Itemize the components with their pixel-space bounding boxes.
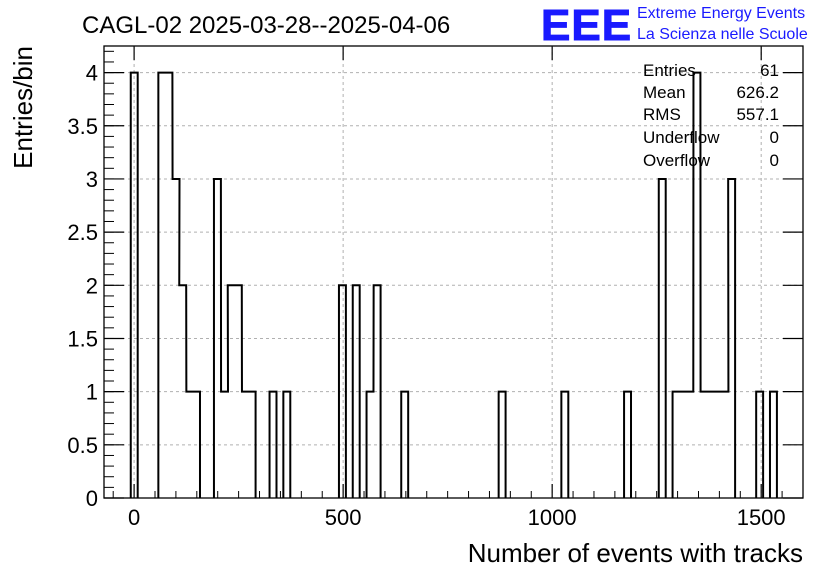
logo-line-1: Extreme Energy Events: [637, 5, 805, 22]
y-tick-label: 4: [86, 61, 98, 86]
logo-line-2: La Scienza nelle Scuole: [637, 26, 808, 43]
axis-ticks: 0 0.5 1 1.5 2 2.5 3 3.5 4 0 500 1000 1500: [67, 46, 804, 530]
grid-lines: [104, 46, 803, 498]
stats-underflow-label: Underflow: [643, 128, 720, 147]
y-tick-label: 2.5: [67, 220, 98, 245]
histogram-outline: [129, 71, 778, 498]
x-tick-label: 500: [325, 505, 362, 530]
y-axis-title: Entries/bin: [8, 46, 38, 169]
y-tick-label: 0: [86, 486, 98, 511]
x-tick-label: 0: [128, 505, 140, 530]
logo-mark: EEE: [541, 1, 632, 50]
stats-underflow-value: 0: [770, 128, 779, 147]
stats-overflow-label: Overflow: [643, 151, 711, 170]
stats-box: Entries 61 Mean 626.2 RMS 557.1 Underflo…: [643, 61, 779, 170]
plot-title: CAGL-02 2025-03-28--2025-04-06: [82, 12, 450, 39]
stats-entries-label: Entries: [643, 61, 696, 80]
stats-rms-label: RMS: [643, 105, 681, 124]
plot-frame: [103, 45, 804, 499]
x-tick-label: 1500: [737, 505, 786, 530]
y-tick-label: 0.5: [67, 433, 98, 458]
stats-mean-label: Mean: [643, 83, 686, 102]
eee-logo: EEE Extreme Energy Events La Scienza nel…: [541, 1, 808, 51]
stats-entries-value: 61: [760, 61, 779, 80]
y-tick-label: 3: [86, 167, 98, 192]
stats-mean-value: 626.2: [736, 83, 779, 102]
y-tick-label: 1: [86, 380, 98, 405]
stats-rms-value: 557.1: [736, 105, 779, 124]
y-tick-label: 1.5: [67, 326, 98, 351]
x-axis-title: Number of events with tracks: [468, 538, 803, 568]
stats-overflow-value: 0: [770, 151, 779, 170]
y-tick-label: 3.5: [67, 114, 98, 139]
y-tick-label: 2: [86, 273, 98, 298]
x-tick-label: 1000: [528, 505, 577, 530]
